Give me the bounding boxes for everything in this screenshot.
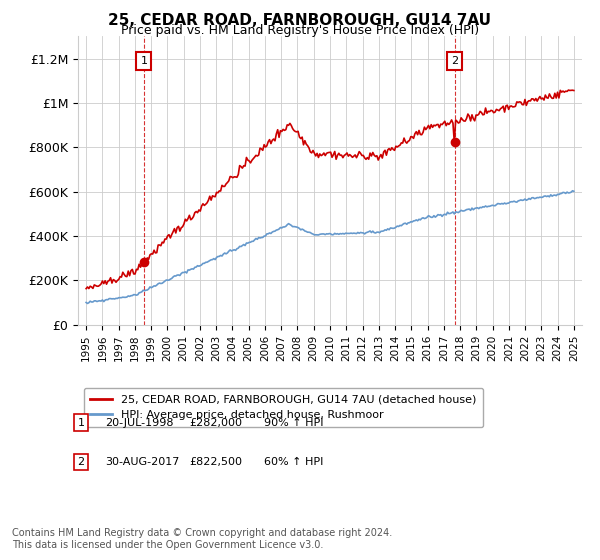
Text: 2: 2: [77, 457, 85, 467]
Text: Contains HM Land Registry data © Crown copyright and database right 2024.
This d: Contains HM Land Registry data © Crown c…: [12, 528, 392, 550]
Text: 20-JUL-1998: 20-JUL-1998: [105, 418, 173, 428]
Text: 90% ↑ HPI: 90% ↑ HPI: [264, 418, 323, 428]
Text: £282,000: £282,000: [189, 418, 242, 428]
Text: 25, CEDAR ROAD, FARNBOROUGH, GU14 7AU: 25, CEDAR ROAD, FARNBOROUGH, GU14 7AU: [109, 13, 491, 28]
Text: 1: 1: [77, 418, 85, 428]
Text: 2: 2: [451, 56, 458, 66]
Text: £822,500: £822,500: [189, 457, 242, 467]
Text: Price paid vs. HM Land Registry's House Price Index (HPI): Price paid vs. HM Land Registry's House …: [121, 24, 479, 37]
Text: 1: 1: [140, 56, 148, 66]
Legend: 25, CEDAR ROAD, FARNBOROUGH, GU14 7AU (detached house), HPI: Average price, deta: 25, CEDAR ROAD, FARNBOROUGH, GU14 7AU (d…: [83, 388, 484, 427]
Text: 30-AUG-2017: 30-AUG-2017: [105, 457, 179, 467]
Text: 60% ↑ HPI: 60% ↑ HPI: [264, 457, 323, 467]
